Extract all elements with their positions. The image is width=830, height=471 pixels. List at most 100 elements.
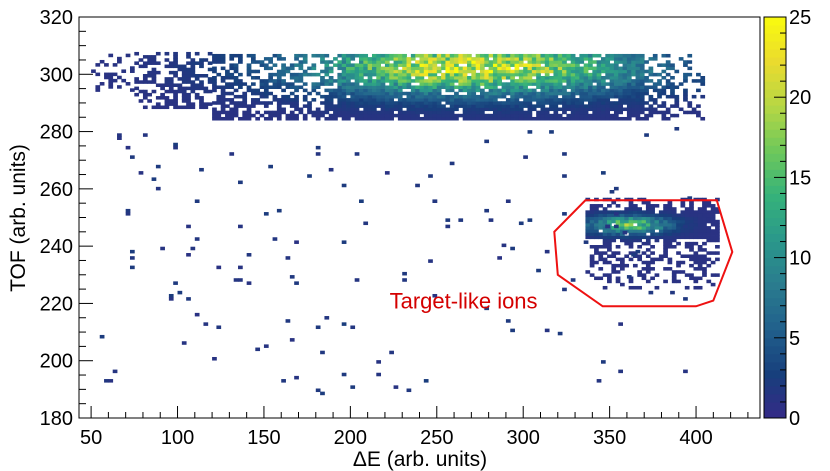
heatmap-cell [575, 88, 580, 93]
heatmap-cell [212, 60, 217, 64]
heatmap-cell [575, 91, 580, 96]
heatmap-cell [514, 66, 520, 71]
heatmap-cell [449, 85, 455, 90]
heatmap-cell [147, 99, 152, 103]
heatmap-cell [155, 186, 161, 191]
heatmap-cell [160, 86, 165, 91]
heatmap-cell [562, 212, 567, 216]
heatmap-cell [475, 53, 481, 58]
heatmap-cell [367, 113, 373, 118]
heatmap-cell [415, 69, 420, 74]
heatmap-cell [523, 79, 528, 83]
heatmap-cell [514, 113, 520, 118]
heatmap-cell [588, 57, 593, 61]
heatmap-cell [622, 230, 628, 235]
heatmap-cell [632, 210, 638, 214]
heatmap-cell [281, 63, 286, 67]
heatmap-cell [168, 70, 174, 75]
heatmap-cell [384, 76, 390, 80]
heatmap-cell [650, 245, 655, 249]
heatmap-cell [557, 76, 563, 80]
heatmap-cell [589, 207, 595, 211]
heatmap-cell [445, 94, 451, 99]
heatmap-cell [389, 63, 394, 67]
heatmap-cell [238, 224, 243, 229]
heatmap-cell [626, 275, 632, 279]
heatmap-cell [618, 69, 623, 74]
heatmap-cell [432, 94, 438, 99]
heatmap-cell [423, 72, 429, 77]
heatmap-cell [683, 60, 688, 64]
heatmap-cell [371, 53, 377, 58]
heatmap-cell [307, 66, 312, 71]
heatmap-cell [168, 61, 174, 65]
heatmap-cell [108, 85, 114, 89]
heatmap-cell [497, 104, 502, 108]
heatmap-cell [553, 66, 559, 71]
heatmap-cell [639, 88, 645, 93]
heatmap-cell [341, 66, 347, 71]
heatmap-cell [475, 66, 481, 71]
heatmap-cell [693, 235, 699, 240]
heatmap-cell [488, 69, 494, 74]
heatmap-cell [281, 82, 286, 86]
heatmap-cell [479, 66, 485, 71]
heatmap-cell [186, 61, 191, 65]
heatmap-cell [589, 204, 595, 208]
heatmap-cell [553, 69, 559, 74]
heatmap-cell [173, 70, 178, 75]
heatmap-cell [680, 235, 686, 240]
heatmap-cell [693, 229, 699, 233]
heatmap-cell [615, 279, 621, 284]
heatmap-cell [615, 257, 621, 262]
heatmap-cell [311, 110, 317, 115]
heatmap-cell [410, 91, 416, 96]
heatmap-cell [233, 113, 239, 118]
heatmap-cell [557, 85, 563, 90]
heatmap-cell [594, 226, 599, 230]
heatmap-cell [579, 85, 585, 90]
heatmap-cell [613, 57, 619, 61]
heatmap-cell [654, 285, 660, 290]
heatmap-cell [626, 101, 632, 105]
heatmap-cell [670, 113, 675, 118]
heatmap-cell [432, 199, 438, 203]
heatmap-cell [702, 273, 707, 277]
heatmap-cell [186, 96, 191, 100]
heatmap-cell [497, 72, 502, 77]
heatmap-cell [479, 69, 485, 74]
heatmap-cell [628, 210, 634, 214]
heatmap-cell [212, 116, 217, 121]
heatmap-cell [423, 53, 429, 58]
heatmap-cell [406, 66, 412, 71]
heatmap-cell [635, 107, 641, 112]
heatmap-cell [445, 107, 451, 112]
heatmap-cell [384, 85, 390, 90]
heatmap-cell [263, 57, 269, 61]
heatmap-cell [645, 235, 651, 240]
heatmap-cell [501, 69, 507, 74]
heatmap-cell [479, 63, 485, 67]
heatmap-cell [255, 110, 261, 115]
heatmap-cell [540, 53, 546, 58]
heatmap-cell [691, 110, 697, 115]
heatmap-cell [501, 85, 507, 90]
heatmap-cell [531, 107, 537, 112]
heatmap-cell [406, 72, 412, 77]
heatmap-cell [678, 82, 684, 86]
colorbar-segment [764, 225, 786, 235]
heatmap-cell [454, 104, 459, 108]
heatmap-cell [250, 57, 256, 61]
heatmap-cell [376, 116, 382, 121]
heatmap-cell [350, 98, 356, 102]
heatmap-cell [684, 232, 690, 236]
heatmap-cell [575, 63, 580, 67]
heatmap-cell [454, 107, 459, 112]
heatmap-cell [523, 53, 528, 58]
heatmap-cell [667, 229, 673, 233]
heatmap-cell [637, 207, 642, 211]
heatmap-cell [371, 98, 377, 102]
heatmap-cell [609, 88, 615, 93]
heatmap-cell [663, 248, 668, 252]
heatmap-cell [632, 263, 638, 268]
